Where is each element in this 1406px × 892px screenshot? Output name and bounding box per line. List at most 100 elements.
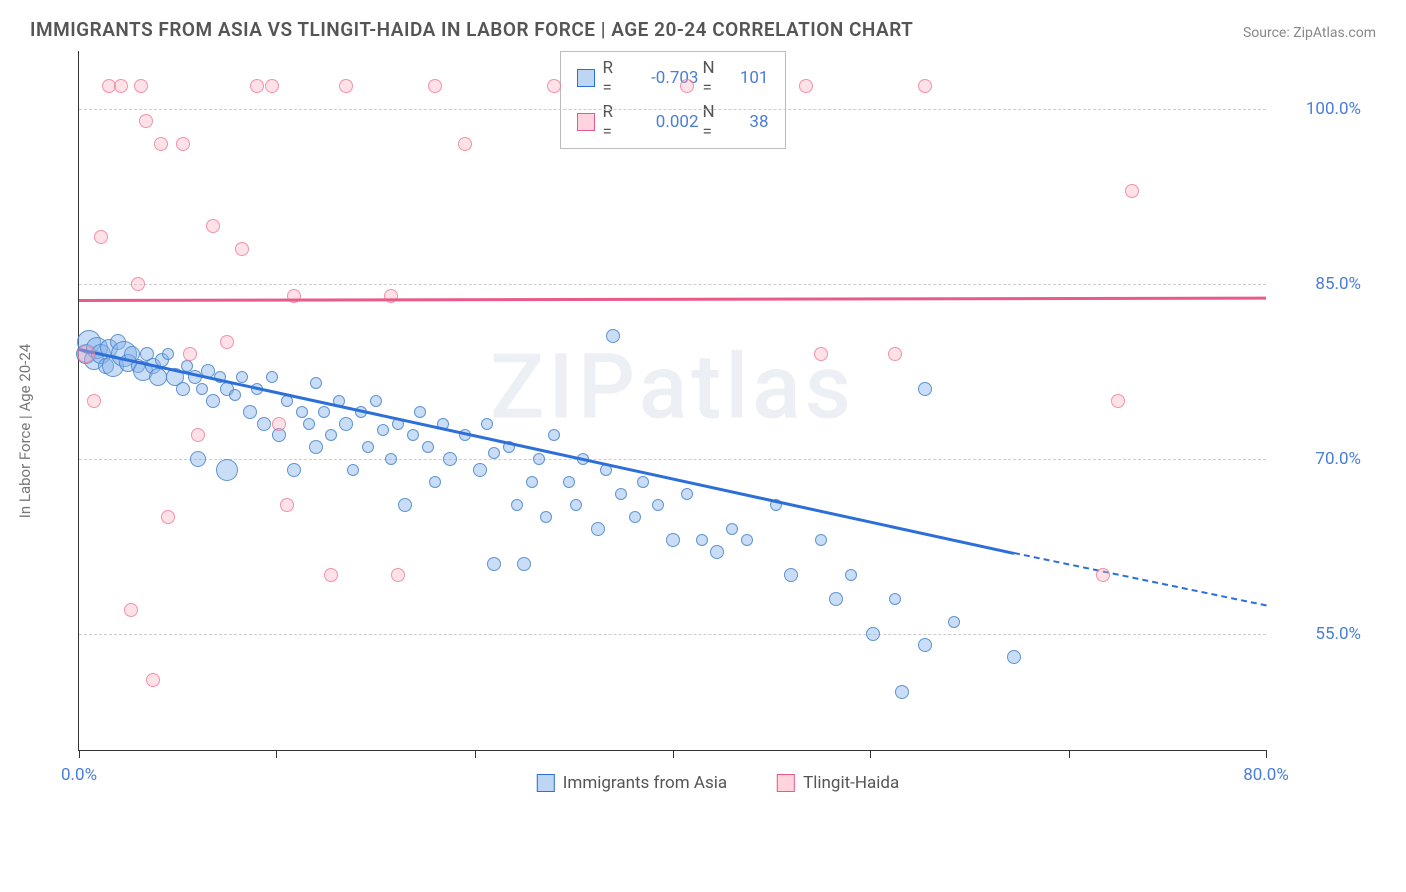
data-point [481,418,493,430]
data-point [310,377,322,389]
data-point [488,447,500,459]
data-point [124,603,138,617]
data-point [257,417,271,431]
data-point [1096,568,1110,582]
data-point [183,347,197,361]
x-tick [870,750,871,758]
stat-n-label: N = [699,58,729,98]
data-point [845,569,857,581]
data-point [696,534,708,546]
data-point [176,137,190,151]
data-point [377,424,389,436]
data-point [154,137,168,151]
chart-title: IMMIGRANTS FROM ASIA VS TLINGIT-HAIDA IN… [30,18,913,41]
trend-line [79,297,1266,302]
data-point [385,453,397,465]
data-point [391,568,405,582]
data-point [710,545,724,559]
source-label: Source: ZipAtlas.com [1243,25,1376,41]
data-point [422,441,434,453]
data-point [162,348,174,360]
data-point [533,453,545,465]
data-point [339,417,353,431]
gridline [79,459,1266,460]
data-point [918,638,932,652]
data-point [517,557,531,571]
data-point [309,440,323,454]
data-point [606,329,620,343]
data-point [637,476,649,488]
legend-label: Tlingit-Haida [803,773,899,793]
data-point [918,79,932,93]
data-point [236,371,248,383]
data-point [176,382,190,396]
legend-swatch [777,774,795,792]
data-point [829,592,843,606]
data-point [681,488,693,500]
stat-n-value: 38 [729,112,769,132]
data-point [540,511,552,523]
data-point [303,418,315,430]
data-point [266,371,278,383]
y-axis-label: In Labor Force | Age 20-24 [16,344,34,518]
data-point [370,395,382,407]
data-point [265,79,279,93]
data-point [287,463,301,477]
x-tick [673,750,674,758]
data-point [526,476,538,488]
data-point [191,428,205,442]
data-point [235,242,249,256]
data-point [1111,394,1125,408]
plot-area: ZIPatlas R =-0.703N =101R =0.002N =38 55… [78,51,1266,751]
data-point [866,627,880,641]
y-tick-label: 85.0% [1276,274,1361,294]
data-point [784,568,798,582]
data-point [615,488,627,500]
x-tick [276,750,277,758]
data-point [458,137,472,151]
data-point [318,406,330,418]
data-point [220,335,234,349]
data-point [77,345,95,363]
data-point [1007,650,1021,664]
data-point [429,476,441,488]
data-point [339,79,353,93]
data-point [139,114,153,128]
data-point [250,79,264,93]
data-point [473,463,487,477]
data-point [511,499,523,511]
y-tick-label: 100.0% [1276,99,1361,119]
data-point [443,452,457,466]
legend-label: Immigrants from Asia [563,773,727,793]
legend-item: Immigrants from Asia [537,773,727,793]
legend-swatch [577,69,595,87]
data-point [196,383,208,395]
bottom-legend: Immigrants from Asia Tlingit-Haida [537,773,899,793]
data-point [726,523,738,535]
trend-line-dashed [1014,552,1267,606]
data-point [206,219,220,233]
stat-n-value: 101 [729,68,769,88]
data-point [948,616,960,628]
data-point [296,406,308,418]
x-tick [1069,750,1070,758]
data-point [325,429,337,441]
data-point [815,534,827,546]
x-tick [1266,750,1267,758]
data-point [87,394,101,408]
data-point [149,368,167,386]
data-point [131,277,145,291]
data-point [895,685,909,699]
x-tick-label: 80.0% [1243,765,1289,785]
data-point [190,451,206,467]
data-point [918,382,932,396]
trend-line [79,348,1014,555]
data-point [272,417,286,431]
y-tick-label: 55.0% [1276,624,1361,644]
stat-r-label: R = [599,58,629,98]
data-point [591,522,605,536]
x-tick-label: 0.0% [61,765,97,785]
data-point [888,347,902,361]
legend-swatch [537,774,555,792]
legend-item: Tlingit-Haida [777,773,899,793]
